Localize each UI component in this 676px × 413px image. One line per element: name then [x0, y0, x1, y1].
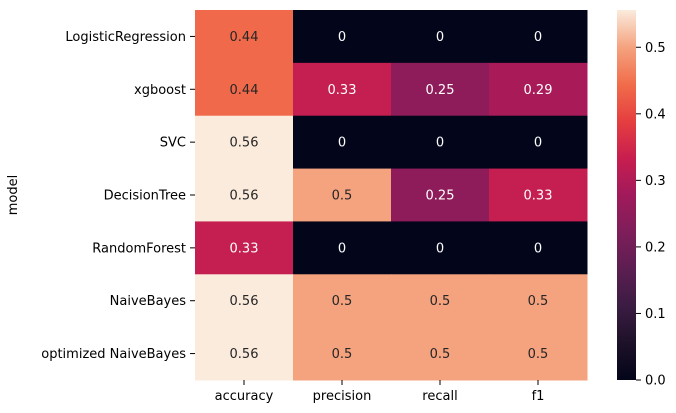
heatmap-cell: [391, 327, 490, 381]
heatmap-cell-labels: 0.44 0 0 0 0.44 0.33 0.25 0.29 0.56 0 0 0 0.56 0.5 0.2…: [230, 30, 553, 362]
cell-value-label: 0.33: [328, 83, 357, 98]
cell-value-label: 0.5: [332, 347, 353, 362]
cell-value-label: 0: [534, 30, 542, 45]
cell-value-label: 0.56: [230, 136, 259, 151]
cell-value-label: 0.25: [426, 189, 455, 204]
cell-value-label: 0.5: [430, 347, 451, 362]
colorbar-tick-label: 0.1: [645, 307, 666, 322]
heatmap-cell: [489, 62, 588, 117]
heatmap-cell: [195, 10, 294, 64]
cell-value-label: 0: [338, 241, 346, 256]
heatmap-cell: [489, 10, 588, 64]
heatmap-cell: [489, 274, 588, 328]
y-axis-label: model: [6, 175, 21, 215]
heatmap-cell: [293, 274, 392, 328]
column-tick-labels: accuracy precision recall f1: [215, 380, 545, 404]
column-tick-label: f1: [532, 389, 545, 404]
heatmap-cell: [489, 221, 588, 275]
colorbar-tick-label: 0.0: [645, 374, 666, 389]
heatmap-cell: [195, 62, 294, 117]
heatmap-cell: [195, 221, 294, 275]
heatmap-cell: [391, 168, 490, 222]
colorbar: [617, 10, 636, 380]
row-tick-label: SVC: [160, 136, 186, 151]
cell-value-label: 0.33: [230, 241, 259, 256]
cell-value-label: 0.5: [332, 189, 353, 204]
cell-value-label: 0.5: [528, 347, 549, 362]
heatmap-cell: [391, 10, 490, 64]
row-tick-label: xgboost: [134, 83, 186, 98]
colorbar-tick-label: 0.3: [645, 174, 666, 189]
column-tick-label: recall: [422, 389, 457, 404]
colorbar-tick-label: 0.4: [645, 107, 666, 122]
cell-value-label: 0.44: [230, 30, 259, 45]
heatmap-cell: [195, 115, 294, 170]
cell-value-label: 0: [436, 136, 444, 151]
cell-value-label: 0.5: [430, 294, 451, 309]
heatmap-cell: [195, 274, 294, 328]
cell-value-label: 0: [534, 241, 542, 256]
row-tick-label: optimized NaiveBayes: [41, 347, 186, 362]
heatmap-cell: [293, 10, 392, 64]
cell-value-label: 0: [436, 30, 444, 45]
column-tick-label: accuracy: [215, 389, 274, 404]
column-tick-label: precision: [313, 389, 372, 404]
heatmap-cell: [391, 221, 490, 275]
cell-value-label: 0.56: [230, 347, 259, 362]
heatmap-cell: [489, 327, 588, 381]
cell-value-label: 0.56: [230, 189, 259, 204]
cell-value-label: 0.25: [426, 83, 455, 98]
row-tick-label: DecisionTree: [104, 189, 186, 204]
cell-value-label: 0: [534, 136, 542, 151]
cell-value-label: 0: [436, 241, 444, 256]
heatmap-cell: [489, 115, 588, 170]
cell-value-label: 0.5: [332, 294, 353, 309]
heatmap-cell: [293, 62, 392, 117]
row-tick-labels: LogisticRegression xgboost SVC DecisionTree…: [41, 30, 195, 362]
cell-value-label: 0.56: [230, 294, 259, 309]
colorbar-tick-label: 0.2: [645, 240, 666, 255]
colorbar-tick-label: 0.5: [645, 41, 666, 56]
heatmap-cell: [293, 327, 392, 381]
heatmap-cells: [195, 10, 588, 381]
cell-value-label: 0.44: [230, 83, 259, 98]
heatmap-cell: [489, 168, 588, 222]
heatmap-cell: [195, 168, 294, 222]
heatmap-cell: [391, 62, 490, 117]
cell-value-label: 0.5: [528, 294, 549, 309]
row-tick-label: RandomForest: [92, 241, 186, 256]
cell-value-label: 0.29: [524, 83, 553, 98]
heatmap-cell: [195, 327, 294, 381]
heatmap-cell: [293, 115, 392, 170]
heatmap-cell: [293, 168, 392, 222]
heatmap-cell: [391, 115, 490, 170]
heatmap-cell: [391, 274, 490, 328]
heatmap-cell: [293, 221, 392, 275]
cell-value-label: 0: [338, 30, 346, 45]
cell-value-label: 0.33: [524, 189, 553, 204]
row-tick-label: NaiveBayes: [110, 294, 187, 309]
row-tick-label: LogisticRegression: [65, 30, 186, 45]
colorbar-ticks: 0.0 0.1 0.2 0.3 0.4 0.5: [636, 41, 666, 389]
cell-value-label: 0: [338, 136, 346, 151]
